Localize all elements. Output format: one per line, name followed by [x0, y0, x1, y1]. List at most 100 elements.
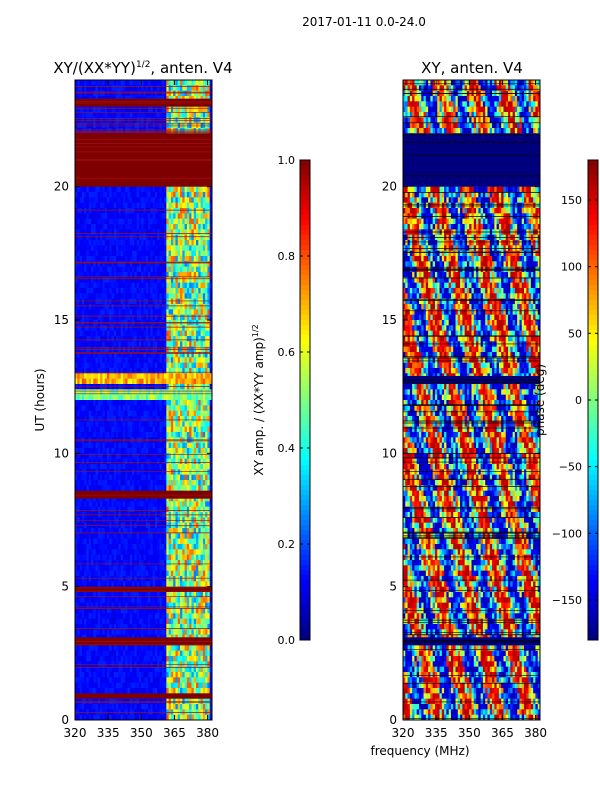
colorbar-tick-label: −100: [552, 527, 582, 540]
x-tick-label: 335: [97, 726, 120, 740]
phase-heatmap: [403, 80, 541, 721]
colorbar-step: [588, 345, 598, 351]
colorbar-step: [300, 305, 310, 311]
colorbar-step: [300, 465, 310, 471]
colorbar-step: [588, 380, 598, 386]
colorbar-step: [300, 520, 310, 526]
flagged-band: [75, 490, 212, 499]
colorbar-step: [300, 515, 310, 521]
colorbar-step: [300, 240, 310, 246]
colorbar-step: [300, 345, 310, 351]
colorbar-step: [300, 270, 310, 276]
colorbar-step: [300, 495, 310, 501]
colorbar-step: [588, 495, 598, 501]
colorbar-step: [588, 570, 598, 576]
colorbar-step: [300, 565, 310, 571]
colorbar-step: [588, 520, 598, 526]
colorbar-step: [588, 315, 598, 321]
colorbar-step: [300, 325, 310, 331]
amplitude-colorbar-ticks: 0.0 0.2 0.4 0.6 0.8 1.0: [278, 154, 310, 647]
phase-panel: XY, anten. V4 320 335 350 365 380 0 5 10 15 20: [382, 59, 547, 740]
colorbar-step: [300, 525, 310, 531]
colorbar-tick-label: 0: [575, 394, 582, 407]
colorbar-step: [588, 220, 598, 226]
colorbar-step: [300, 390, 310, 396]
colorbar-step: [588, 440, 598, 446]
colorbar-step: [300, 375, 310, 381]
colorbar-step: [588, 320, 598, 326]
colorbar-step: [588, 400, 598, 406]
colorbar-step: [588, 385, 598, 391]
colorbar-step: [588, 365, 598, 371]
x-tick-label: 365: [163, 726, 186, 740]
colorbar-step: [588, 425, 598, 431]
colorbar-step: [300, 310, 310, 316]
colorbar-step: [300, 545, 310, 551]
colorbar-step: [588, 335, 598, 341]
colorbar-tick-label: 0.6: [278, 346, 296, 359]
colorbar-step: [588, 550, 598, 556]
colorbar-step: [300, 230, 310, 236]
colorbar-step: [588, 560, 598, 566]
amplitude-panel: XY/(XX*YY)1/2, anten. V4 320 335 350 365 380…: [33, 59, 233, 740]
colorbar-tick-label: 0.2: [278, 538, 296, 551]
colorbar-step: [588, 185, 598, 191]
colorbar-step: [588, 170, 598, 176]
flagged-band: [75, 693, 212, 699]
amplitude-colorbar-frame: [299, 159, 311, 641]
colorbar-step: [300, 235, 310, 241]
colorbar-step: [588, 555, 598, 561]
colorbar-step: [300, 620, 310, 626]
y-tick-label: 15: [382, 313, 397, 327]
colorbar-step: [588, 190, 598, 196]
colorbar-step: [300, 380, 310, 386]
colorbar-step: [588, 420, 598, 426]
colorbar-step: [588, 475, 598, 481]
colorbar-step: [300, 625, 310, 631]
amplitude-ylabel: UT (hours): [33, 368, 47, 431]
amplitude-plot-frame: [74, 79, 213, 721]
colorbar-step: [588, 265, 598, 271]
colorbar-step: [300, 450, 310, 456]
amplitude-colorbar: 0.0 0.2 0.4 0.6 0.8 1.0 XY amp. / (XX*YY amp)…: [251, 154, 311, 647]
colorbar-step: [300, 340, 310, 346]
colorbar-step: [588, 470, 598, 476]
colorbar-step: [300, 610, 310, 616]
colorbar-step: [300, 170, 310, 176]
colorbar-step: [588, 250, 598, 256]
colorbar-step: [300, 415, 310, 421]
colorbar-step: [300, 190, 310, 196]
colorbar-step: [588, 530, 598, 536]
colorbar-step: [300, 300, 310, 306]
colorbar-step: [588, 395, 598, 401]
colorbar-step: [588, 500, 598, 506]
colorbar-step: [588, 480, 598, 486]
colorbar-step: [300, 580, 310, 586]
colorbar-step: [588, 230, 598, 236]
colorbar-step: [588, 505, 598, 511]
colorbar-step: [588, 610, 598, 616]
colorbar-step: [300, 355, 310, 361]
colorbar-step: [300, 225, 310, 231]
colorbar-step: [588, 465, 598, 471]
colorbar-step: [300, 635, 310, 641]
colorbar-step: [588, 360, 598, 366]
phase-plot-frame: [402, 79, 541, 721]
phase-colorbar-ticks: −150 −100 −50 0 50 100 150: [552, 194, 598, 607]
colorbar-step: [300, 280, 310, 286]
colorbar-step: [300, 275, 310, 281]
figure-suptitle: 2017-01-11 0.0-24.0: [302, 15, 426, 29]
colorbar-step: [300, 615, 310, 621]
flagged-band: [75, 98, 212, 107]
colorbar-step: [588, 310, 598, 316]
colorbar-step: [300, 570, 310, 576]
colorbar-step: [588, 355, 598, 361]
colorbar-step: [588, 485, 598, 491]
colorbar-step: [300, 420, 310, 426]
colorbar-step: [300, 260, 310, 266]
flagged-band: [75, 133, 212, 147]
colorbar-step: [300, 395, 310, 401]
colorbar-step: [300, 500, 310, 506]
colorbar-tick-label: 0.0: [278, 634, 296, 647]
colorbar-step: [588, 285, 598, 291]
